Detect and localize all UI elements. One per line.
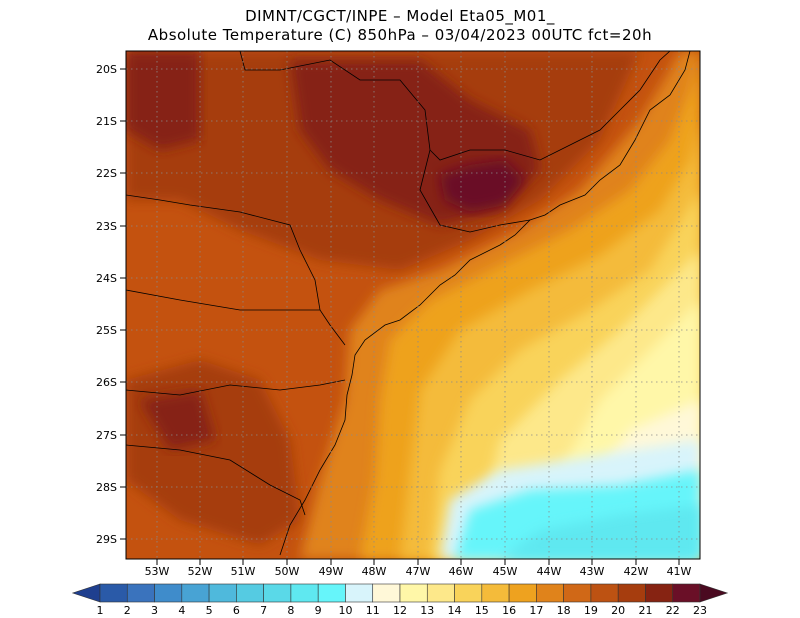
colorbar-segment <box>345 583 374 603</box>
colorbar-label: 11 <box>366 604 380 617</box>
colorbar-segment <box>208 583 237 603</box>
colorbar-segment <box>263 583 292 603</box>
colorbar-label: 9 <box>315 604 322 617</box>
colorbar-segment <box>236 583 264 603</box>
colorbar-segment <box>672 583 701 603</box>
lat-label: 29S <box>96 533 117 546</box>
colorbar-segment <box>590 583 619 603</box>
colorbar-label: 15 <box>475 604 489 617</box>
map-title-line2: Absolute Temperature (C) 850hPa – 03/04/… <box>147 26 653 44</box>
lon-label: 53W <box>145 565 170 578</box>
colorbar-label: 3 <box>151 604 158 617</box>
colorbar-label: 23 <box>693 604 707 617</box>
lon-label: 41W <box>667 565 692 578</box>
lat-label: 22S <box>96 167 117 180</box>
colorbar-segment <box>154 583 183 603</box>
lat-label: 24S <box>96 272 117 285</box>
graticule <box>126 51 700 559</box>
colorbar-label: 2 <box>124 604 131 617</box>
colorbar-label: 21 <box>638 604 652 617</box>
colorbar-segment <box>290 583 319 603</box>
colorbar-label: 13 <box>420 604 434 617</box>
lat-label: 20S <box>96 63 117 76</box>
colorbar-label: 20 <box>611 604 625 617</box>
colorbar-label: 4 <box>178 604 185 617</box>
lon-label: 42W <box>624 565 649 578</box>
colorbar-label: 6 <box>233 604 240 617</box>
colorbar-segment <box>481 583 510 603</box>
colorbar-label: 12 <box>393 604 407 617</box>
lon-label: 49W <box>319 565 344 578</box>
colorbar-segment <box>426 583 455 603</box>
colorbar-label: 17 <box>529 604 543 617</box>
colorbar-label: 8 <box>287 604 294 617</box>
colorbar-arrow-left <box>71 583 101 603</box>
colorbar-label: 19 <box>584 604 598 617</box>
lon-label: 51W <box>231 565 256 578</box>
colorbar-segment <box>99 583 128 603</box>
colorbar-label: 10 <box>338 604 352 617</box>
colorbar-segment <box>399 583 428 603</box>
lat-label: 26S <box>96 376 117 389</box>
colorbar-label: 14 <box>448 604 462 617</box>
lon-label: 47W <box>406 565 431 578</box>
lat-label: 23S <box>96 220 117 233</box>
map-title-line1: DIMNT/CGCT/INPE – Model Eta05_M01_ <box>245 7 555 25</box>
lat-label: 28S <box>96 481 117 494</box>
lon-label: 52W <box>188 565 213 578</box>
colorbar-label: 18 <box>557 604 571 617</box>
colorbar-segment <box>454 583 483 603</box>
colorbar-segment <box>126 583 155 603</box>
colorbar-arrow-right <box>699 583 729 603</box>
colorbar-label: 22 <box>666 604 680 617</box>
colorbar-segment <box>645 583 674 603</box>
colorbar <box>71 583 729 603</box>
lon-label: 46W <box>449 565 474 578</box>
colorbar-segment <box>563 583 592 603</box>
colorbar-segment <box>536 583 564 603</box>
colorbar-label: 1 <box>97 604 104 617</box>
coastline-borders <box>126 51 691 556</box>
plot-frame <box>125 50 701 560</box>
colorbar-segment <box>372 583 401 603</box>
temperature-field <box>126 51 700 559</box>
colorbar-segment <box>617 583 646 603</box>
lon-label: 45W <box>493 565 518 578</box>
colorbar-label: 16 <box>502 604 516 617</box>
colorbar-label: 5 <box>206 604 213 617</box>
lon-label: 44W <box>537 565 562 578</box>
lon-label: 48W <box>362 565 387 578</box>
lat-label: 25S <box>96 324 117 337</box>
colorbar-segment <box>181 583 210 603</box>
lat-label: 27S <box>96 429 117 442</box>
lat-label: 21S <box>96 115 117 128</box>
colorbar-segment <box>508 583 537 603</box>
lon-label: 43W <box>580 565 605 578</box>
colorbar-label: 7 <box>260 604 267 617</box>
colorbar-segment <box>317 583 346 603</box>
lon-label: 50W <box>275 565 300 578</box>
